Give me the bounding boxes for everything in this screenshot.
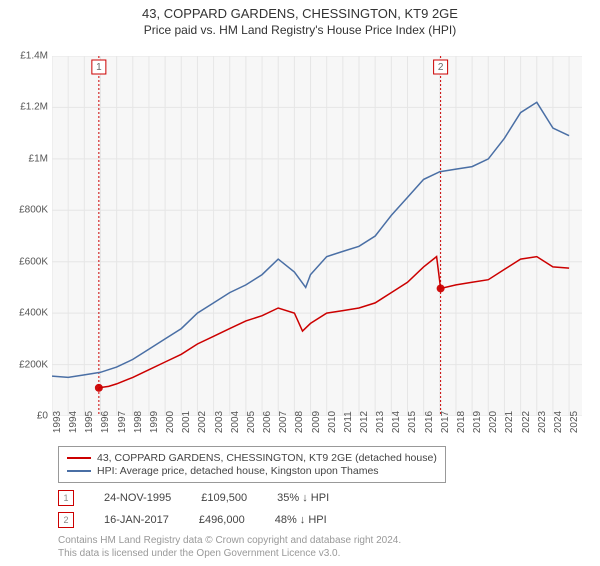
sale-date: 16-JAN-2017: [104, 514, 169, 526]
x-tick-label: 2020: [488, 411, 499, 433]
x-tick-label: 2013: [375, 411, 386, 433]
svg-text:1: 1: [96, 62, 102, 73]
footer-line: Contains HM Land Registry data © Crown c…: [58, 534, 401, 547]
chart-svg: 12: [52, 56, 582, 416]
x-tick-label: 1996: [100, 411, 111, 433]
sale-price: £496,000: [199, 514, 245, 526]
y-tick-label: £600K: [19, 256, 48, 267]
x-tick-label: 2004: [230, 411, 241, 433]
legend-swatch: [67, 470, 91, 472]
sales-table: 1 24-NOV-1995 £109,500 35% ↓ HPI 2 16-JA…: [58, 490, 329, 534]
y-tick-label: £1M: [29, 153, 48, 164]
x-tick-label: 2015: [407, 411, 418, 433]
x-tick-label: 2025: [569, 411, 580, 433]
x-tick-label: 2002: [197, 411, 208, 433]
footer: Contains HM Land Registry data © Crown c…: [58, 534, 401, 560]
x-tick-label: 2003: [214, 411, 225, 433]
x-tick-label: 2017: [440, 411, 451, 433]
x-tick-label: 2021: [504, 411, 515, 433]
table-row: 2 16-JAN-2017 £496,000 48% ↓ HPI: [58, 512, 329, 528]
x-tick-label: 2006: [262, 411, 273, 433]
y-tick-label: £800K: [19, 205, 48, 216]
x-tick-label: 1997: [117, 411, 128, 433]
table-row: 1 24-NOV-1995 £109,500 35% ↓ HPI: [58, 490, 329, 506]
x-tick-label: 2012: [359, 411, 370, 433]
sale-marker-chip: 2: [58, 512, 74, 528]
sale-diff: 35% ↓ HPI: [277, 492, 329, 504]
y-tick-label: £0: [37, 411, 48, 422]
footer-line: This data is licensed under the Open Gov…: [58, 547, 401, 560]
sale-marker-chip: 1: [58, 490, 74, 506]
x-tick-label: 2001: [181, 411, 192, 433]
x-tick-label: 2009: [311, 411, 322, 433]
y-tick-label: £1.4M: [20, 51, 48, 62]
svg-text:2: 2: [438, 62, 444, 73]
chart-title: 43, COPPARD GARDENS, CHESSINGTON, KT9 2G…: [0, 6, 600, 21]
legend-swatch: [67, 457, 91, 459]
x-tick-label: 2018: [456, 411, 467, 433]
x-tick-label: 2008: [294, 411, 305, 433]
x-tick-label: 1995: [84, 411, 95, 433]
x-tick-label: 1998: [133, 411, 144, 433]
x-tick-label: 2010: [327, 411, 338, 433]
sale-date: 24-NOV-1995: [104, 492, 171, 504]
sale-price: £109,500: [201, 492, 247, 504]
legend-label: HPI: Average price, detached house, King…: [97, 465, 379, 477]
legend-row: HPI: Average price, detached house, King…: [67, 465, 437, 477]
x-tick-label: 1993: [52, 411, 63, 433]
x-tick-label: 2011: [343, 411, 354, 433]
x-tick-label: 2005: [246, 411, 257, 433]
x-tick-label: 2014: [391, 411, 402, 433]
x-tick-label: 1999: [149, 411, 160, 433]
x-tick-label: 2022: [521, 411, 532, 433]
x-tick-label: 1994: [68, 411, 79, 433]
x-tick-label: 2023: [537, 411, 548, 433]
legend: 43, COPPARD GARDENS, CHESSINGTON, KT9 2G…: [58, 446, 446, 483]
legend-label: 43, COPPARD GARDENS, CHESSINGTON, KT9 2G…: [97, 452, 437, 464]
y-tick-label: £200K: [19, 359, 48, 370]
x-tick-label: 2000: [165, 411, 176, 433]
x-tick-label: 2024: [553, 411, 564, 433]
x-tick-label: 2019: [472, 411, 483, 433]
chart-subtitle: Price paid vs. HM Land Registry's House …: [0, 23, 600, 37]
y-tick-label: £400K: [19, 308, 48, 319]
legend-row: 43, COPPARD GARDENS, CHESSINGTON, KT9 2G…: [67, 452, 437, 464]
x-tick-label: 2016: [424, 411, 435, 433]
y-tick-label: £1.2M: [20, 102, 48, 113]
x-tick-label: 2007: [278, 411, 289, 433]
sale-diff: 48% ↓ HPI: [275, 514, 327, 526]
